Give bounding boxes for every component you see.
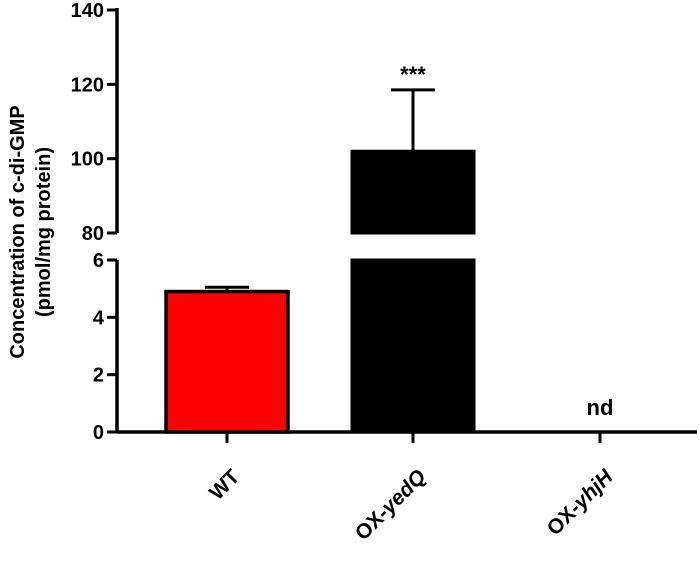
y-tick-label: 6: [93, 250, 104, 272]
bar: [350, 258, 476, 434]
labels: 0 2 4 6 80 100 120 140 WT *** OX-yedQ nd OX-yhjH: [71, 0, 618, 545]
y-tick-label: 140: [71, 0, 104, 22]
significance-label: ***: [400, 62, 426, 87]
y-tick-label: 100: [71, 149, 104, 171]
bar: [164, 289, 290, 434]
bars: [164, 88, 476, 434]
not-detected-label: nd: [587, 395, 614, 420]
x-category-label: OX-yhjH: [543, 465, 618, 540]
y-tick-label: 120: [71, 74, 104, 96]
y-tick-label: 4: [93, 307, 105, 329]
y-axis-title-line1: Concentration of c-di-GMP: [7, 105, 29, 358]
y-tick-label: 0: [93, 422, 104, 444]
y-axis-title-line2: (pmol/mg protein): [33, 147, 55, 317]
y-tick-label: 80: [82, 223, 104, 245]
bar-upper: [350, 149, 476, 235]
x-category-label: WT: [205, 465, 244, 504]
y-tick-label: 2: [93, 365, 104, 387]
x-category-label: OX-yedQ: [351, 465, 431, 545]
